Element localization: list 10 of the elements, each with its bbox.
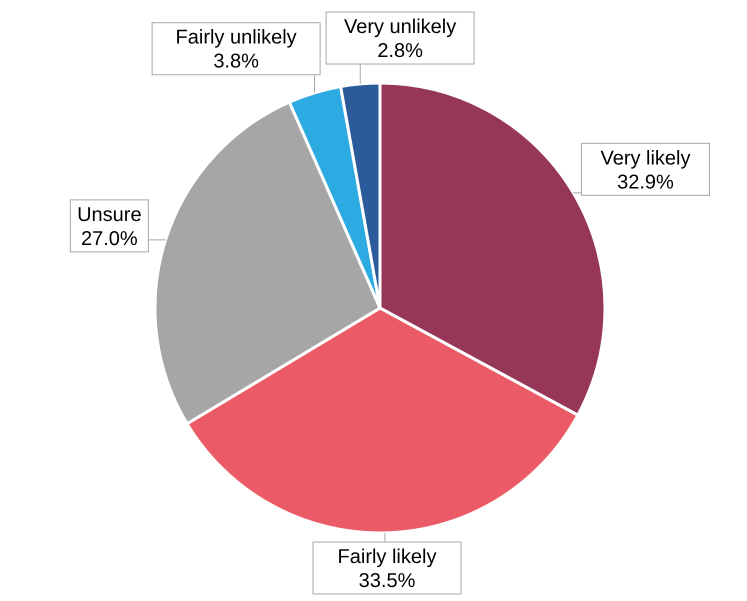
slice-label: Very unlikely — [344, 16, 456, 38]
slice-label: Fairly likely — [338, 546, 436, 568]
slice-label: Very likely — [600, 147, 690, 170]
data-label: 3.8% — [213, 50, 260, 73]
data-label: 27.0% — [80, 228, 138, 250]
data-label: 2.8% — [377, 40, 424, 62]
slice-label: Fairly unlikely — [176, 26, 297, 49]
slice-label: Unsure — [77, 204, 142, 226]
data-label: 32.9% — [617, 171, 674, 194]
data-label: 33.5% — [358, 570, 416, 592]
